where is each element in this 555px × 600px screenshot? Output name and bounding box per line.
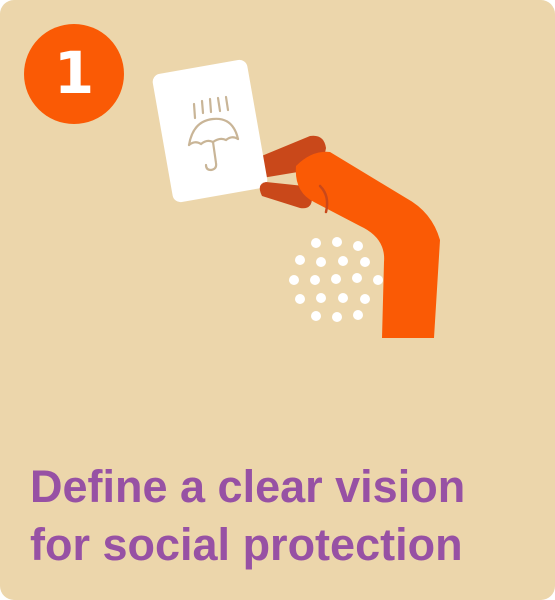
card-title: Define a clear vision for social protect… <box>30 458 530 574</box>
knuckle-crease <box>318 184 329 214</box>
hand-sleeve <box>295 151 440 338</box>
title-line-2: for social protection <box>30 519 463 570</box>
step-number: 1 <box>53 39 95 107</box>
umbrella-rain-icon <box>187 95 240 172</box>
dot-pattern <box>289 237 383 322</box>
paper-card <box>152 59 268 203</box>
finger <box>259 182 312 209</box>
step-badge: 1 <box>24 24 124 124</box>
hand-holding-card-illustration <box>152 59 440 338</box>
title-line-1: Define a clear vision <box>30 461 466 512</box>
